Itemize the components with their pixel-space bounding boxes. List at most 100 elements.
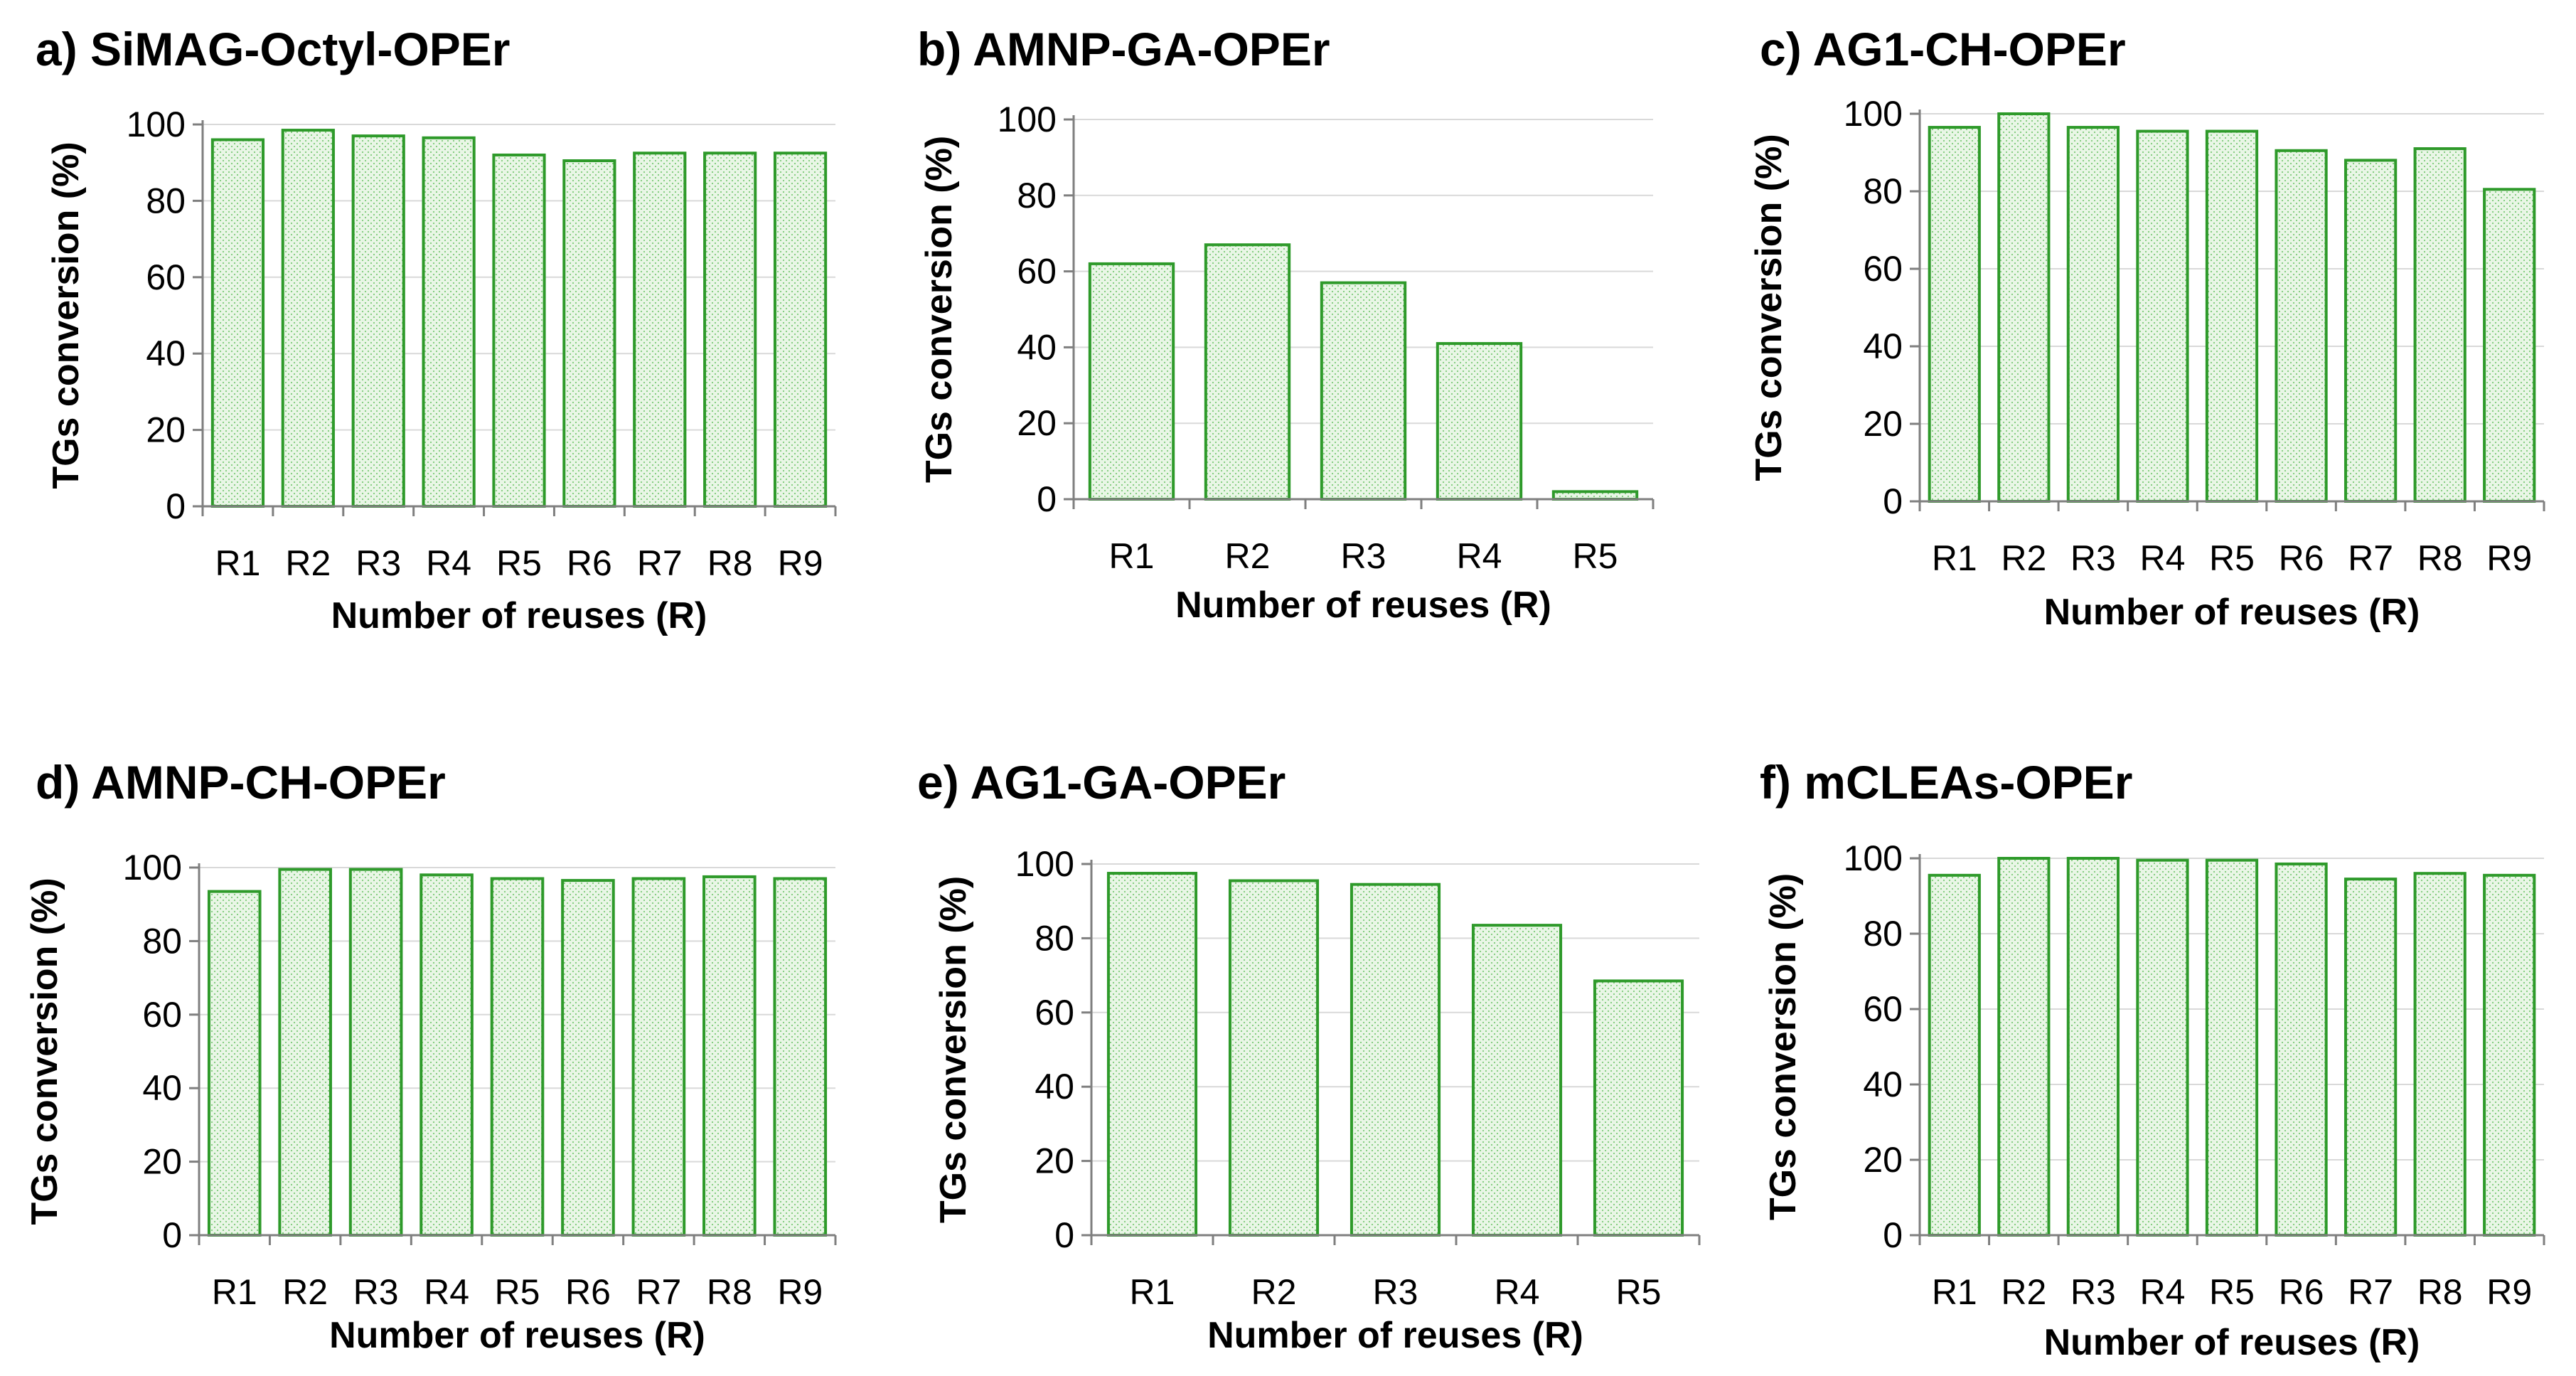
bar-R3 [1320, 281, 1407, 501]
x-tick-label: R4 [2139, 538, 2185, 578]
bar-R2 [1997, 112, 2051, 503]
y-tick-label: 80 [1035, 918, 1074, 958]
y-tick-label: 80 [1017, 176, 1057, 215]
x-tick-label: R1 [1932, 1272, 1977, 1312]
y-tick-label: 60 [146, 257, 186, 297]
x-tick-label: R6 [565, 1272, 611, 1312]
y-tick-label: 0 [1037, 479, 1057, 519]
x-tick-label: R5 [1573, 536, 1618, 576]
y-axis-label: TGs conversion (%) [46, 142, 87, 489]
x-axis-label: Number of reuses (R) [329, 1315, 705, 1356]
x-tick-label: R5 [496, 543, 542, 583]
x-tick-label: R9 [777, 1272, 823, 1312]
bar-R5 [2205, 858, 2259, 1237]
x-tick-label: R1 [1932, 538, 1977, 578]
bar-R7 [631, 877, 686, 1237]
x-tick-label: R2 [282, 1272, 328, 1312]
x-tick-label: R4 [2139, 1272, 2185, 1312]
bar-R1 [1928, 873, 1981, 1237]
y-axis-label: TGs conversion (%) [1763, 873, 1804, 1220]
bar-R4 [1436, 342, 1523, 501]
y-tick-label: 20 [1863, 1140, 1903, 1180]
y-axis-label: TGs conversion (%) [1748, 134, 1790, 481]
bar-R2 [1204, 243, 1291, 501]
bar-R4 [419, 873, 474, 1237]
y-tick-label: 100 [998, 100, 1057, 139]
x-tick-label: R2 [2001, 538, 2046, 578]
x-tick-label: R1 [215, 543, 260, 583]
y-tick-label: 100 [1844, 838, 1903, 878]
bar-R8 [2413, 872, 2467, 1237]
x-tick-label: R1 [1130, 1272, 1175, 1312]
x-tick-label: R7 [2348, 1272, 2393, 1312]
x-tick-label: R6 [2279, 538, 2324, 578]
bar-R5 [490, 877, 545, 1237]
bar-R1 [207, 890, 262, 1237]
x-tick-label: R6 [2279, 1272, 2324, 1312]
x-axis-label: Number of reuses (R) [2044, 592, 2420, 633]
bar-R1 [1928, 126, 1981, 503]
bar-R3 [348, 868, 403, 1237]
panel-title: e) AG1-GA-OPEr [917, 756, 1286, 809]
x-tick-label: R4 [1495, 1272, 1540, 1312]
x-tick-label: R2 [285, 543, 331, 583]
x-tick-label: R2 [1251, 1272, 1297, 1312]
bar-R9 [2483, 188, 2536, 503]
x-tick-label: R5 [2209, 538, 2255, 578]
y-tick-label: 0 [166, 486, 186, 526]
y-tick-label: 0 [1054, 1215, 1074, 1255]
bar-R2 [278, 868, 332, 1237]
bar-R6 [2275, 149, 2328, 503]
y-tick-label: 100 [1015, 844, 1074, 884]
x-tick-label: R5 [2209, 1272, 2255, 1312]
x-tick-label: R7 [636, 1272, 681, 1312]
y-tick-label: 40 [146, 334, 186, 373]
x-tick-label: R3 [2070, 1272, 2116, 1312]
bar-R5 [492, 153, 546, 508]
x-tick-label: R3 [353, 1272, 399, 1312]
bar-R5 [1551, 490, 1639, 501]
x-tick-label: R5 [495, 1272, 540, 1312]
x-tick-label: R7 [2348, 538, 2393, 578]
y-tick-label: 40 [1863, 1065, 1903, 1104]
y-tick-label: 0 [162, 1215, 182, 1255]
y-axis-label: TGs conversion (%) [24, 878, 65, 1225]
bar-R1 [1088, 262, 1175, 501]
x-tick-label: R4 [424, 1272, 469, 1312]
y-tick-label: 20 [142, 1142, 182, 1182]
bar-R2 [1997, 857, 2051, 1237]
y-tick-label: 0 [1883, 481, 1903, 521]
x-tick-label: R8 [707, 1272, 752, 1312]
chart-panel-6: f) mCLEAs-OPEr 0 20 40 60 80 100 R1 R2 R3 R4 R5 R6 R7… [1760, 756, 2545, 1363]
x-tick-label: R5 [1616, 1272, 1662, 1312]
x-tick-label: R8 [2417, 538, 2463, 578]
y-tick-label: 20 [1035, 1141, 1074, 1181]
bar-R3 [351, 134, 405, 508]
bar-R6 [562, 159, 616, 508]
y-tick-label: 60 [142, 995, 182, 1035]
y-tick-label: 40 [1035, 1067, 1074, 1106]
panel-title: b) AMNP-GA-OPEr [917, 23, 1330, 75]
y-tick-label: 20 [1017, 403, 1057, 443]
x-tick-label: R3 [1373, 1272, 1418, 1312]
bar-R1 [1106, 872, 1198, 1237]
bar-R2 [1228, 879, 1320, 1237]
bar-R8 [702, 875, 757, 1237]
bar-R1 [210, 138, 265, 508]
bar-R8 [2413, 147, 2467, 503]
chart-panel-1: a) SiMAG-Octyl-OPEr 0 20 40 60 80 100 R1 R2 R3 R4 R… [36, 23, 837, 636]
y-tick-label: 60 [1035, 993, 1074, 1033]
x-axis-label: Number of reuses (R) [1175, 585, 1551, 626]
x-tick-label: R6 [567, 543, 612, 583]
bar-R9 [773, 877, 828, 1237]
bar-R5 [2205, 129, 2259, 503]
chart-panel-3: c) AG1-CH-OPEr 0 20 40 60 80 100 R1 R2 R3 R4 R5 R6 R7… [1748, 23, 2545, 633]
x-tick-label: R2 [1225, 536, 1271, 576]
panel-title: a) SiMAG-Octyl-OPEr [36, 23, 510, 75]
x-tick-label: R9 [2486, 538, 2532, 578]
x-tick-label: R1 [1109, 536, 1155, 576]
bar-R4 [2136, 129, 2189, 503]
x-tick-label: R8 [2417, 1272, 2463, 1312]
x-tick-label: R1 [212, 1272, 257, 1312]
bar-R7 [2343, 159, 2398, 503]
